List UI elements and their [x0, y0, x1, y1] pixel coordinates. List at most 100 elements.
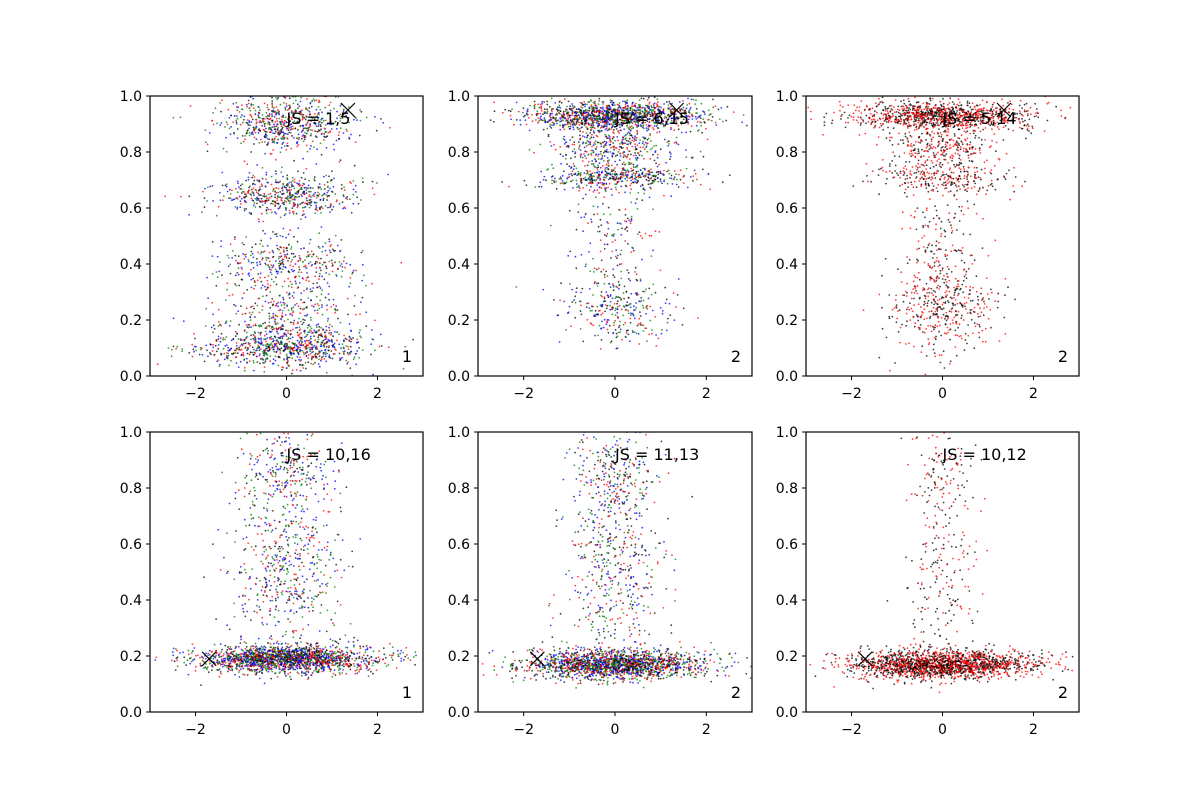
scatter-point	[277, 271, 280, 273]
scatter-point	[596, 313, 598, 316]
scatter-point	[653, 106, 656, 109]
scatter-point	[249, 185, 251, 188]
scatter-point	[207, 297, 210, 300]
scatter-point	[220, 240, 223, 242]
scatter-point	[331, 344, 334, 347]
scatter-point	[279, 103, 282, 106]
scatter-point	[261, 141, 264, 144]
scatter-point	[254, 113, 257, 116]
scatter-point	[300, 298, 302, 301]
scatter-point	[651, 147, 654, 149]
scatter-point	[277, 257, 280, 260]
scatter-point	[718, 118, 721, 120]
scatter-point	[227, 355, 230, 357]
scatter-point	[619, 126, 621, 128]
scatter-point	[614, 297, 617, 300]
scatter-point	[232, 249, 234, 252]
scatter-point	[577, 108, 580, 111]
scatter-point	[268, 268, 271, 271]
scatter-point	[276, 349, 279, 351]
scatter-point	[712, 98, 714, 101]
scatter-point	[342, 260, 345, 263]
scatter-point	[378, 345, 381, 348]
scatter-point	[644, 121, 647, 124]
scatter-point	[279, 256, 282, 259]
scatter-point	[263, 361, 266, 364]
scatter-point	[630, 182, 633, 185]
scatter-point	[209, 352, 211, 354]
scatter-point	[630, 251, 633, 254]
scatter-point	[311, 140, 314, 143]
y-tick-label: 0.8	[120, 145, 142, 161]
scatter-point	[619, 328, 622, 331]
scatter-point	[278, 248, 280, 251]
scatter-point	[656, 105, 658, 108]
scatter-point	[567, 311, 570, 314]
scatter-point	[688, 116, 691, 118]
scatter-point	[581, 114, 583, 117]
scatter-point	[628, 177, 631, 180]
scatter-point	[543, 175, 546, 178]
scatter-point	[707, 173, 710, 175]
scatter-point	[336, 110, 338, 113]
scatter-point	[644, 174, 646, 177]
scatter-point	[603, 273, 606, 276]
scatter-point	[336, 331, 338, 333]
scatter-point	[226, 190, 229, 193]
scatter-point	[633, 138, 636, 141]
scatter-point	[591, 309, 593, 312]
scatter-point	[308, 206, 311, 209]
scatter-point	[537, 117, 540, 119]
scatter-point	[608, 117, 610, 119]
scatter-point	[599, 348, 602, 350]
scatter-point	[382, 121, 385, 124]
scatter-point	[635, 139, 637, 142]
scatter-point	[281, 166, 283, 169]
scatter-point	[288, 126, 291, 129]
scatter-point	[553, 181, 556, 184]
scatter-point	[292, 328, 294, 331]
scatter-point	[596, 268, 598, 271]
scatter-point	[689, 176, 692, 178]
scatter-point	[215, 284, 218, 287]
scatter-point	[605, 123, 607, 126]
scatter-point	[362, 181, 364, 184]
scatter-point	[644, 137, 647, 140]
scatter-point	[297, 271, 300, 274]
scatter-point	[256, 347, 258, 350]
scatter-point	[311, 117, 314, 120]
scatter-point	[303, 331, 306, 334]
scatter-point	[571, 150, 574, 153]
scatter-point	[622, 323, 625, 326]
scatter-point	[238, 323, 241, 326]
scatter-point	[315, 163, 318, 165]
scatter-point	[250, 278, 253, 281]
scatter-point	[361, 263, 364, 266]
scatter-point	[289, 329, 292, 332]
scatter-point	[602, 126, 605, 129]
scatter-point	[678, 101, 681, 103]
scatter-point	[611, 297, 614, 300]
scatter-point	[243, 209, 246, 212]
scatter-point	[637, 151, 640, 154]
scatter-point	[278, 117, 280, 120]
scatter-point	[643, 192, 646, 195]
scatter-point	[620, 233, 623, 236]
scatter-point	[668, 140, 670, 143]
scatter-point	[316, 130, 319, 133]
scatter-point	[310, 190, 312, 193]
scatter-point	[324, 205, 327, 207]
scatter-point	[543, 117, 546, 120]
scatter-point	[526, 110, 528, 112]
scatter-point	[264, 358, 267, 361]
scatter-point	[250, 103, 253, 106]
scatter-point	[248, 107, 251, 109]
scatter-point	[745, 124, 748, 127]
scatter-point	[627, 111, 630, 114]
scatter-point	[188, 351, 191, 354]
scatter-point	[233, 303, 236, 306]
scatter-point	[639, 150, 642, 153]
scatter-point	[637, 116, 640, 119]
scatter-point	[341, 117, 344, 119]
scatter-point	[254, 338, 256, 341]
